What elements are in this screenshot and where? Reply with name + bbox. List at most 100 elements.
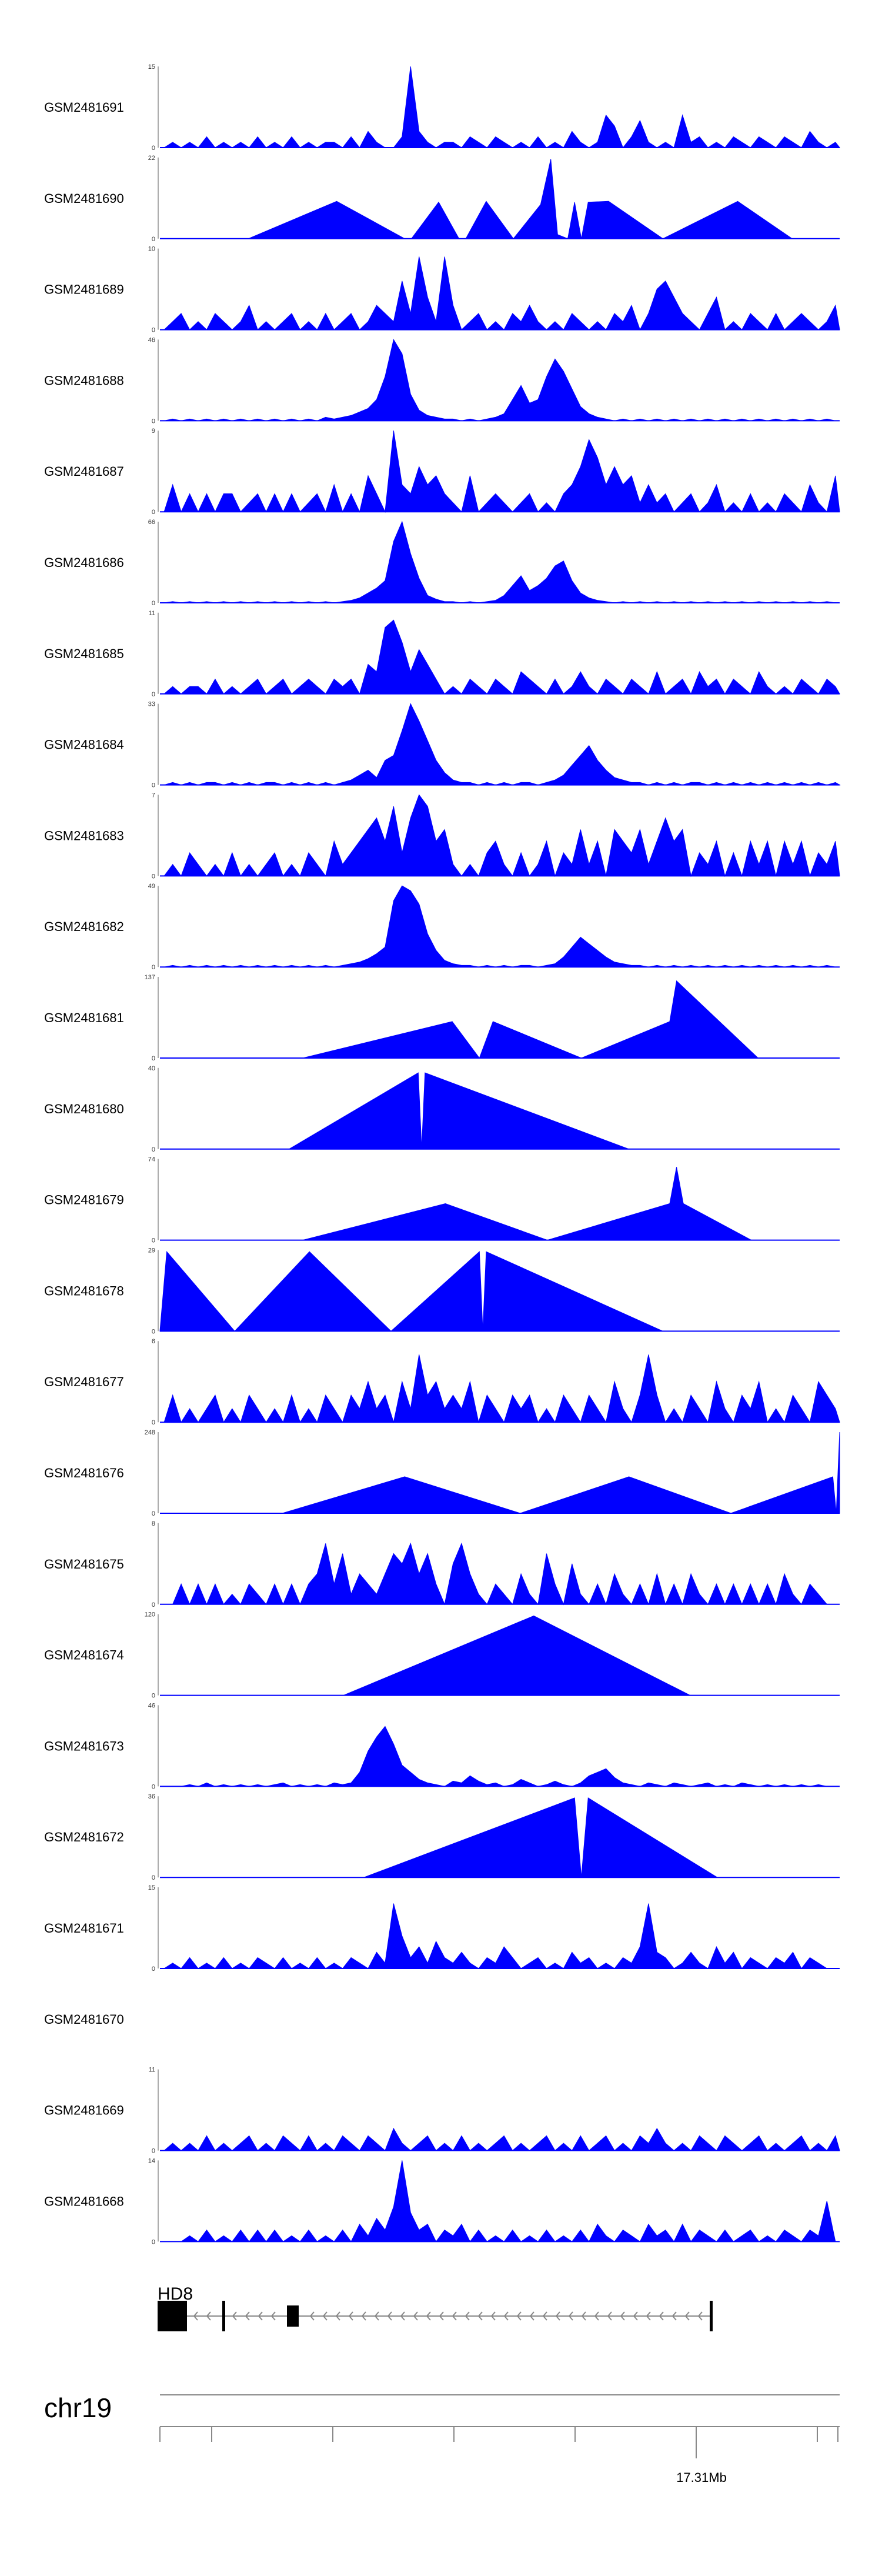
- intron-arrow: [258, 2311, 263, 2321]
- intron-arrow: [232, 2311, 237, 2321]
- coverage-area: [160, 1542, 840, 1606]
- intron-arrow: [452, 2311, 457, 2321]
- coverage-track: GSM2481689 10 0: [44, 246, 840, 334]
- intron-arrow: [374, 2311, 379, 2321]
- track-ymin-label: 0: [152, 691, 155, 698]
- coverage-area: [160, 885, 840, 967]
- intron-arrow: [659, 2311, 664, 2321]
- intron-arrow: [697, 2311, 703, 2321]
- track-ymax-label: 14: [148, 2157, 155, 2164]
- track-label: GSM2481676: [44, 1466, 124, 1480]
- track-ymax-label: 15: [148, 64, 155, 71]
- track-ymin-label: 0: [152, 1693, 155, 1700]
- track-label: GSM2481670: [44, 2012, 124, 2027]
- coverage-track: GSM2481684 33 0: [44, 701, 841, 789]
- track-label: GSM2481678: [44, 1283, 124, 1298]
- coverage-track: GSM2481677 6 0: [44, 1338, 840, 1426]
- coverage-area: [159, 1250, 663, 1332]
- track-ymax-label: 46: [148, 1702, 155, 1709]
- coverage-track: GSM2481682 49 0: [44, 883, 840, 971]
- intron-arrow: [335, 2311, 340, 2321]
- intron-arrow: [465, 2311, 470, 2321]
- track-ymin-label: 0: [152, 782, 155, 789]
- coverage-track: GSM2481678 29 0: [44, 1247, 840, 1335]
- intron-arrow: [516, 2311, 522, 2321]
- track-ymax-label: 248: [145, 1429, 155, 1436]
- coverage-area: [160, 1354, 840, 1424]
- coverage-track: GSM2481674 120 0: [44, 1611, 840, 1700]
- intron-arrow: [633, 2311, 638, 2321]
- track-ymin-label: 0: [152, 1874, 155, 1881]
- intron-arrow: [245, 2311, 250, 2321]
- intron-arrow: [542, 2311, 547, 2321]
- coverage-area: [302, 1167, 751, 1241]
- track-ymax-label: 9: [152, 428, 155, 435]
- intron-arrow: [439, 2311, 444, 2321]
- coverage-track: GSM2481676 248 0: [44, 1429, 840, 1517]
- track-label: GSM2481680: [44, 1102, 124, 1116]
- track-ymax-label: 11: [149, 2067, 155, 2074]
- coverage-track: GSM2481675 8 0: [44, 1520, 840, 1609]
- track-ymin-label: 0: [152, 1055, 155, 1062]
- coverage-track: GSM2481681 137 0: [44, 974, 840, 1062]
- track-label: GSM2481673: [44, 1739, 124, 1753]
- track-ymax-label: 15: [148, 1884, 155, 1891]
- intron-arrow: [477, 2311, 483, 2321]
- track-ymin-label: 0: [152, 1783, 155, 1790]
- intron-arrow: [413, 2311, 418, 2321]
- track-ymax-label: 6: [152, 1338, 155, 1345]
- track-label: GSM2481671: [44, 1921, 124, 1936]
- track-label: GSM2481679: [44, 1193, 124, 1207]
- intron-arrow: [309, 2311, 315, 2321]
- coverage-track: GSM2481690 22 0: [44, 155, 840, 243]
- intron-arrow: [646, 2311, 651, 2321]
- coverage-track: GSM2481673 46 0: [44, 1702, 840, 1790]
- gene-exon: [222, 2301, 225, 2331]
- track-label: GSM2481683: [44, 828, 124, 843]
- coverage-track: GSM2481671 15 0: [44, 1884, 840, 1973]
- intron-arrow: [594, 2311, 599, 2321]
- track-ymax-label: 11: [149, 610, 155, 617]
- track-ymax-label: 137: [145, 974, 155, 981]
- track-label: GSM2481682: [44, 919, 124, 934]
- coverage-area: [160, 339, 840, 421]
- chromosome-label: chr19: [44, 2393, 112, 2423]
- intron-arrow: [322, 2311, 328, 2321]
- track-label: GSM2481672: [44, 1830, 124, 1844]
- coverage-area: [160, 431, 840, 513]
- intron-arrow: [503, 2311, 509, 2321]
- track-ymin-label: 0: [152, 327, 155, 334]
- coverage-track: GSM2481669 11 0: [44, 2067, 840, 2155]
- track-label: GSM2481677: [44, 1374, 124, 1389]
- track-label: GSM2481681: [44, 1010, 124, 1025]
- coverage-area: [288, 1072, 629, 1150]
- coverage-track: GSM2481686 66 0: [44, 519, 840, 607]
- intron-arrow: [620, 2311, 625, 2321]
- track-ymin-label: 0: [152, 145, 155, 152]
- intron-direction-arrows: [193, 2311, 703, 2321]
- track-label: GSM2481691: [44, 100, 124, 115]
- intron-arrow: [270, 2311, 276, 2321]
- track-ymax-label: 46: [148, 336, 155, 343]
- coverage-track: GSM2481668 14 0: [44, 2157, 840, 2245]
- track-ymin-label: 0: [152, 1237, 155, 1244]
- track-ymin-label: 0: [152, 1328, 155, 1335]
- gene-exon: [158, 2301, 187, 2331]
- intron-arrow: [387, 2311, 392, 2321]
- coverage-area: [343, 1615, 690, 1696]
- track-ymax-label: 66: [148, 519, 155, 526]
- coverage-area: [160, 256, 840, 331]
- coverage-area: [160, 703, 841, 786]
- coverage-track: GSM2481685 11 0: [44, 610, 840, 698]
- intron-arrow: [361, 2311, 366, 2321]
- track-label: GSM2481686: [44, 555, 124, 570]
- track-label: GSM2481690: [44, 191, 124, 206]
- intron-arrow: [426, 2311, 431, 2321]
- coverage-track: GSM2481683 7 0: [44, 792, 840, 880]
- track-label: GSM2481689: [44, 282, 124, 297]
- coverage-track: GSM2481688 46 0: [44, 336, 840, 425]
- axis-position-label: 17.31Mb: [676, 2470, 727, 2485]
- track-ymax-label: 29: [148, 1247, 155, 1254]
- track-ymax-label: 40: [148, 1065, 155, 1072]
- track-ymin-label: 0: [152, 2238, 155, 2245]
